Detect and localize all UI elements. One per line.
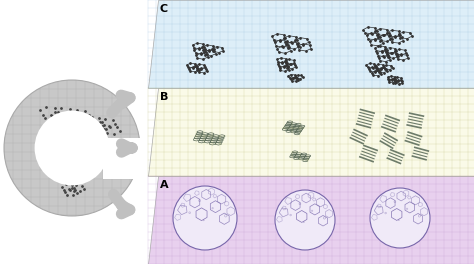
Circle shape bbox=[370, 188, 430, 248]
Text: C: C bbox=[160, 4, 168, 14]
Circle shape bbox=[35, 111, 109, 185]
Polygon shape bbox=[148, 0, 474, 88]
Polygon shape bbox=[148, 88, 474, 176]
Polygon shape bbox=[148, 176, 474, 264]
Circle shape bbox=[173, 186, 237, 250]
Circle shape bbox=[4, 80, 140, 216]
Text: B: B bbox=[160, 92, 168, 102]
Circle shape bbox=[275, 190, 335, 250]
Text: A: A bbox=[160, 180, 169, 190]
Polygon shape bbox=[102, 138, 147, 179]
